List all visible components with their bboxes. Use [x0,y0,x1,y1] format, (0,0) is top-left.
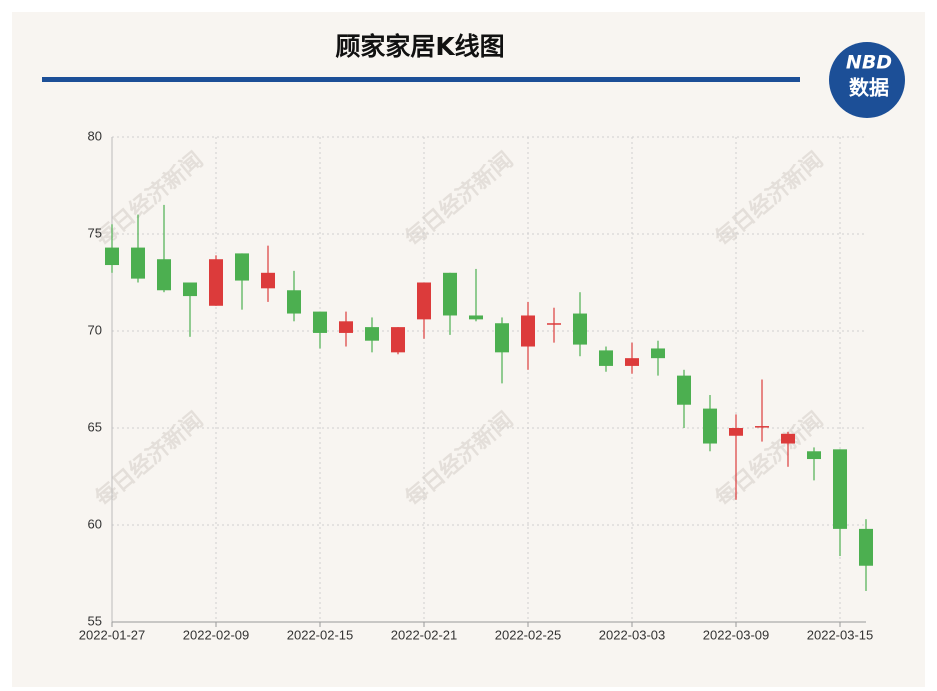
candle-body [755,426,769,428]
candle-body [859,528,873,566]
candle-body [235,253,249,281]
candle-body [625,358,639,366]
candle-body [807,451,821,460]
y-tick-label: 65 [88,419,102,434]
y-tick-label: 75 [88,225,102,240]
candle-body [651,348,665,359]
candle-body [573,313,587,345]
x-tick-label: 2022-03-03 [599,627,666,642]
candle-body [781,433,795,444]
candle-body [365,327,379,341]
y-tick-label: 55 [88,613,102,628]
candle-body [313,311,327,333]
candle-body [209,259,223,306]
logo-subtext: 数据 [849,76,889,100]
x-tick-label: 2022-03-15 [807,627,874,642]
candle-body [261,272,275,289]
candle-body [131,247,145,279]
logo-text: NBD [846,52,892,74]
title-rule [42,77,800,82]
candle-body [547,323,561,325]
y-tick-label: 60 [88,516,102,531]
candle-body [287,290,301,314]
y-tick-label: 70 [88,322,102,337]
candle-body [339,321,353,333]
candle-body [469,315,483,320]
candle-body [599,350,613,366]
candle-body [391,327,405,353]
candle-body [105,247,119,266]
x-tick-label: 2022-03-09 [703,627,770,642]
x-tick-label: 2022-02-15 [287,627,354,642]
candle-body [495,323,509,353]
x-tick-label: 2022-01-27 [79,627,146,642]
candle-body [183,282,197,297]
background [12,12,925,687]
x-tick-label: 2022-02-09 [183,627,250,642]
chart-title: 顾家家居K线图 [335,32,504,61]
candle-body [521,315,535,347]
candle-body [729,428,743,436]
candle-body [417,282,431,320]
y-tick-label: 80 [88,128,102,143]
candle-body [157,259,171,291]
x-tick-label: 2022-02-21 [391,627,458,642]
candle-body [677,375,691,405]
candle-body [833,449,847,529]
logo-circle [829,42,905,118]
x-tick-label: 2022-02-25 [495,627,562,642]
plot: 55 60 65 70 75 80 2022-01-27 2022-02-09 2022-02-… [79,128,874,642]
candle-body [443,272,457,316]
candle-body [703,408,717,444]
